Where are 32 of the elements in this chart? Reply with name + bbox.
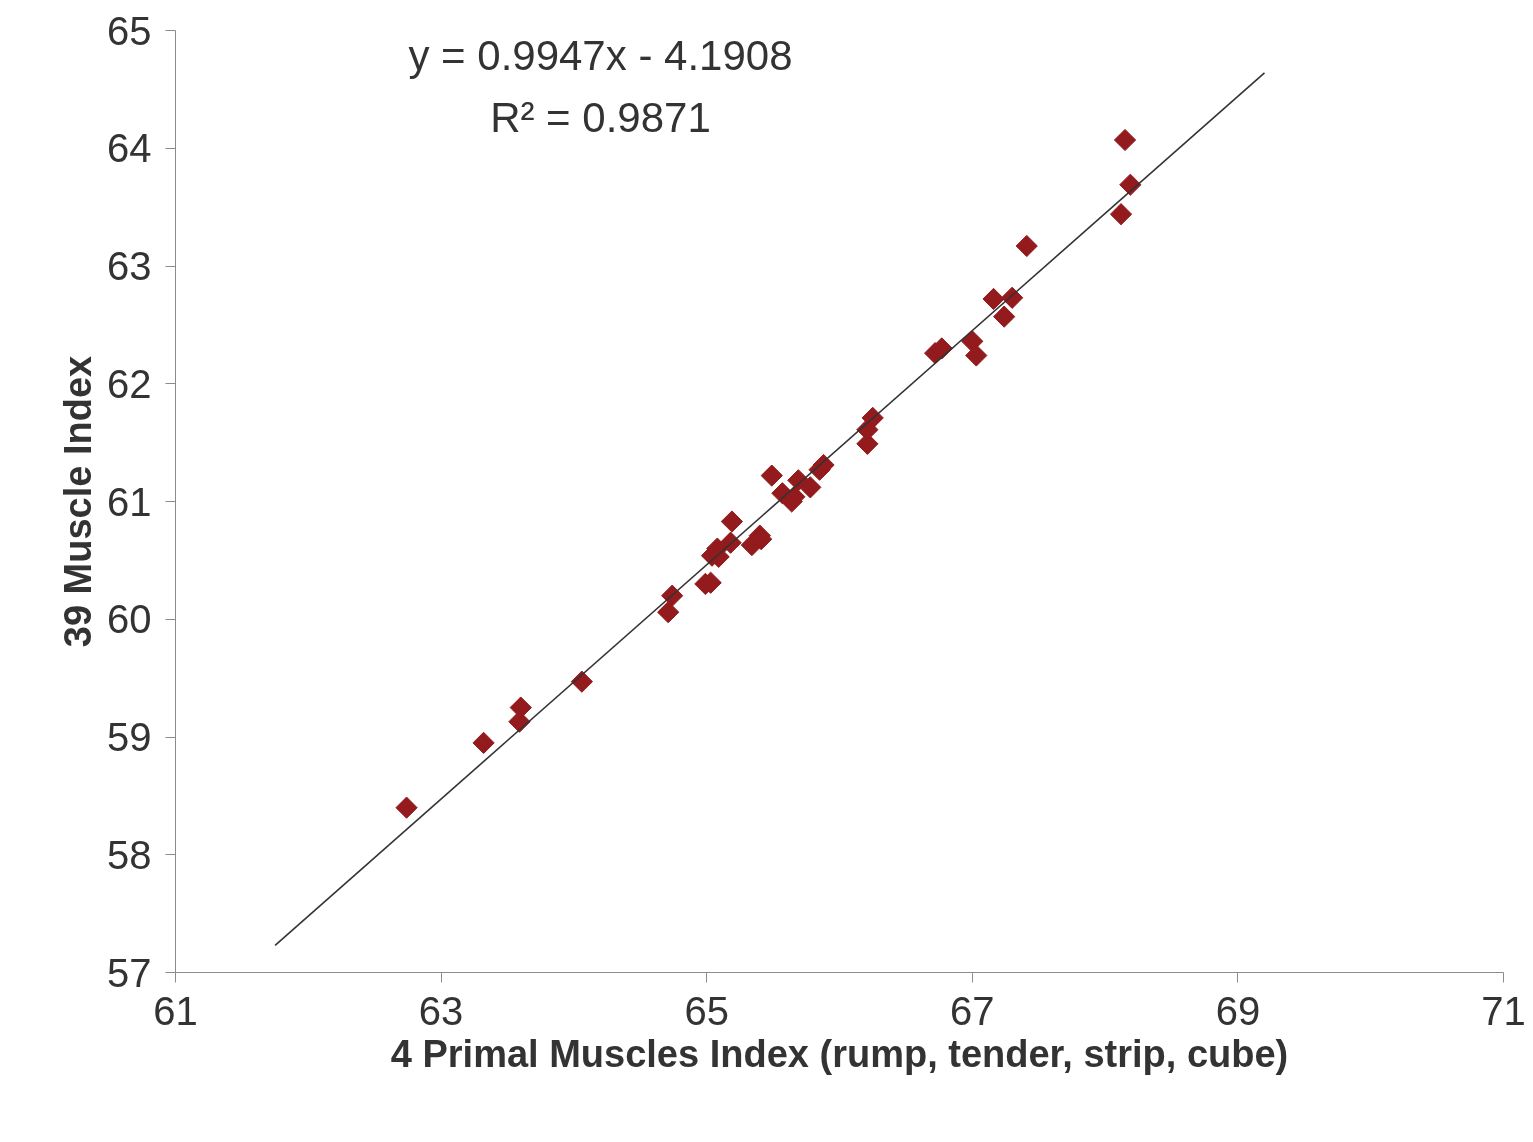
y-tick-label: 59 — [107, 715, 152, 759]
point — [657, 601, 680, 624]
y-tick-label: 62 — [107, 361, 152, 406]
point — [861, 406, 884, 429]
point — [395, 796, 418, 819]
point — [993, 305, 1016, 328]
y-tick-label: 63 — [107, 244, 152, 288]
y-tick-label: 61 — [107, 479, 152, 524]
x-tick-label: 67 — [950, 988, 995, 1033]
point — [982, 287, 1005, 311]
point — [1113, 128, 1137, 152]
x-tick-label: 69 — [1215, 988, 1261, 1033]
annotation: R² = 0.9871 — [490, 94, 711, 141]
x-tick-label: 61 — [153, 988, 198, 1033]
y-axis-title: 39 Muscle Index — [57, 355, 100, 648]
x-tick-label: 65 — [684, 988, 729, 1033]
y-tick-label: 64 — [107, 126, 152, 171]
y-tick-label: 60 — [107, 597, 152, 642]
y-tick-label: 57 — [107, 950, 152, 995]
point — [760, 464, 783, 487]
point — [1109, 203, 1133, 226]
x-tick-label: 63 — [418, 988, 464, 1033]
x-tick-label: 71 — [1481, 988, 1526, 1033]
point — [1015, 234, 1038, 258]
point — [799, 476, 822, 499]
y-tick-label: 65 — [107, 8, 152, 53]
y-tick-label: 58 — [107, 832, 152, 877]
x-axis-title: 4 Primal Muscles Index (rump, tender, strip, cube) — [390, 1032, 1289, 1075]
point — [472, 731, 495, 754]
annotation: y = 0.9947x - 4.1908 — [408, 32, 793, 79]
point — [965, 344, 988, 367]
point — [720, 510, 744, 533]
